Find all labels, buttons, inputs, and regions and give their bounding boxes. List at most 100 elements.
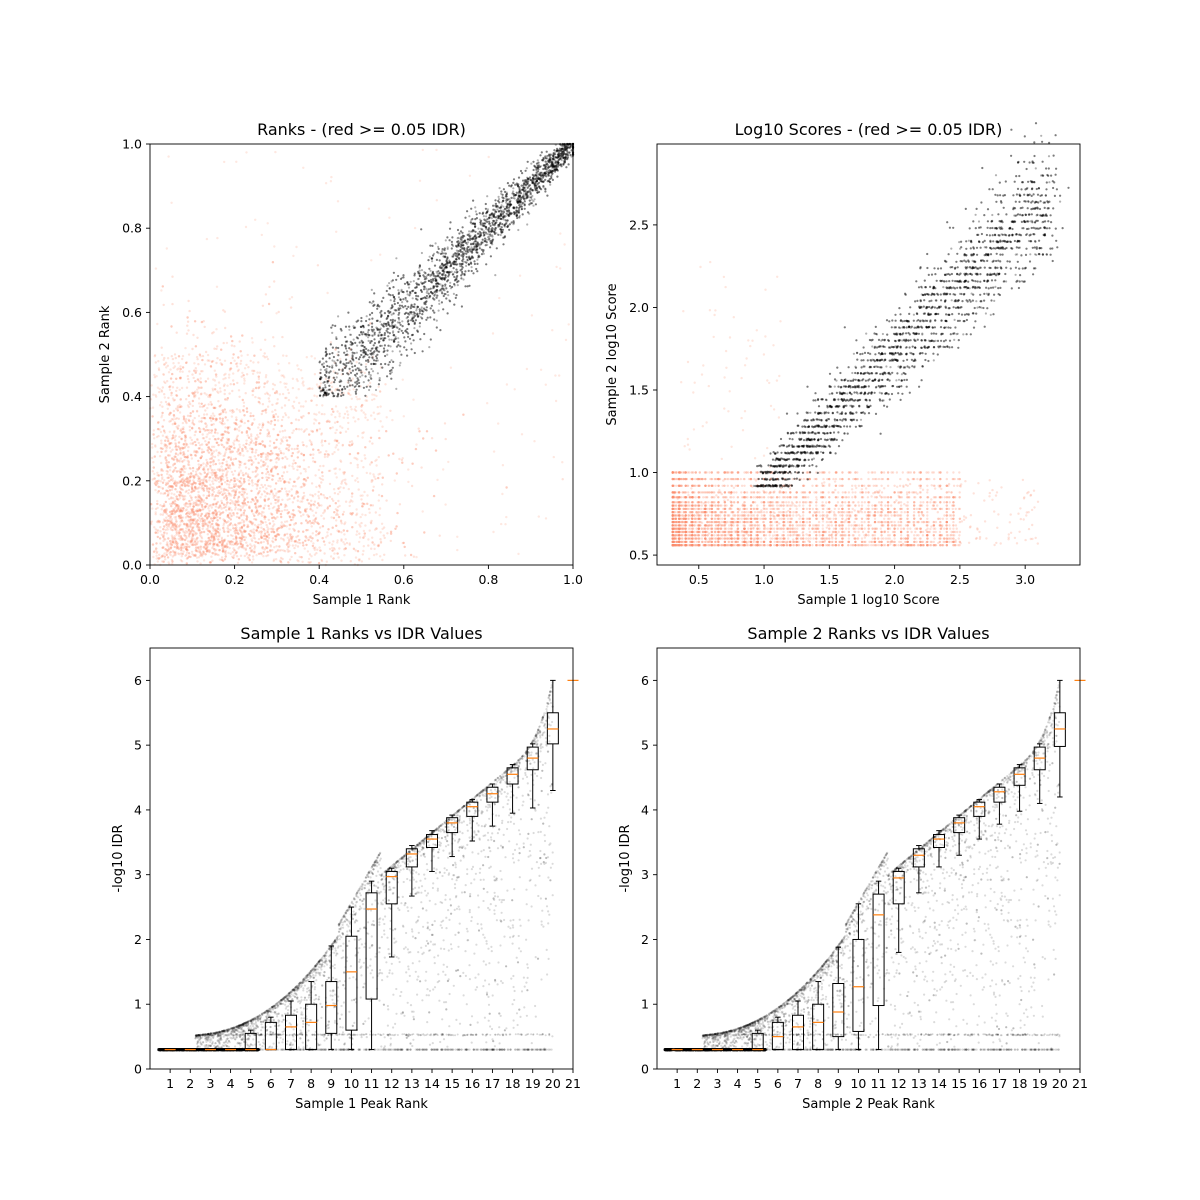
scatter-point [164, 538, 166, 540]
scatter-point [321, 404, 323, 406]
scatter-point [252, 373, 254, 375]
scatter-point [193, 476, 195, 478]
scatter-point [163, 304, 165, 306]
scatter-point [223, 161, 225, 163]
scatter-point [321, 475, 323, 477]
scatter-point [199, 509, 201, 511]
scatter-point [251, 337, 253, 339]
scatter-point [201, 448, 203, 450]
scatter-point [214, 438, 216, 440]
scatter-point [313, 418, 315, 420]
scatter-point [327, 453, 329, 455]
scatter-point [164, 556, 166, 558]
scatter-point [180, 457, 182, 459]
scatter-point [415, 556, 417, 558]
scatter-point [204, 515, 206, 517]
scatter-point [174, 488, 176, 490]
scatter-point [204, 404, 206, 406]
scatter-point [153, 473, 155, 475]
scatter-point [235, 458, 237, 460]
scatter-point [208, 441, 210, 443]
scatter-point [312, 495, 314, 497]
scatter-point [172, 358, 174, 360]
scatter-point [343, 554, 345, 556]
scatter-point [212, 412, 214, 414]
scatter-point [245, 439, 247, 441]
scatter-point [226, 399, 228, 401]
scatter-point [210, 517, 212, 519]
scatter-point [186, 546, 188, 548]
scatter-point [286, 458, 288, 460]
scatter-point [373, 543, 375, 545]
scatter-point [288, 392, 290, 394]
scatter-point [155, 267, 157, 269]
scatter-point [274, 502, 276, 504]
scatter-point [290, 540, 292, 542]
scatter-point [212, 545, 214, 547]
scatter-point [210, 556, 212, 558]
scatter-point [219, 387, 221, 389]
scatter-point [157, 360, 159, 362]
scatter-point [193, 377, 195, 379]
scatter-point [180, 559, 182, 561]
scatter-point [338, 442, 340, 444]
scatter-point [174, 467, 176, 469]
scatter-point [217, 438, 219, 440]
scatter-point [210, 403, 212, 405]
scatter-point [261, 410, 263, 412]
scatter-point [302, 444, 304, 446]
scatter-point [168, 485, 170, 487]
scatter-point [555, 266, 557, 268]
scatter-point [374, 418, 376, 420]
scatter-point [169, 431, 171, 433]
scatter-point [271, 468, 273, 470]
scatter-point [238, 466, 240, 468]
scatter-point [174, 463, 176, 465]
scatter-point [317, 523, 319, 525]
scatter-point [188, 533, 190, 535]
scatter-point [268, 508, 270, 510]
scatter-point [373, 476, 375, 478]
scatter-point [167, 155, 169, 157]
scatter-point [343, 487, 345, 489]
scatter-point [348, 444, 350, 446]
scatter-point [255, 443, 257, 445]
scatter-point [251, 448, 253, 450]
scatter-point [352, 416, 354, 418]
scatter-point [215, 530, 217, 532]
scatter-point [207, 451, 209, 453]
scatter-point [250, 412, 252, 414]
scatter-point [266, 435, 268, 437]
scatter-point [211, 489, 213, 491]
scatter-point [298, 506, 300, 508]
scatter-point [212, 552, 214, 554]
scatter-point [259, 531, 261, 533]
scatter-point [268, 432, 270, 434]
scatter-point [156, 529, 158, 531]
scatter-point [197, 363, 199, 365]
scatter-point [357, 464, 359, 466]
scatter-point [200, 515, 202, 517]
scatter-point [226, 419, 228, 421]
scatter-point [229, 499, 231, 501]
scatter-point [337, 449, 339, 451]
scatter-point [422, 149, 424, 151]
scatter-point [210, 401, 212, 403]
scatter-point [247, 434, 249, 436]
scatter-point [323, 413, 325, 415]
scatter-point [545, 384, 547, 386]
scatter-point [192, 467, 194, 469]
scatter-point [222, 433, 224, 435]
scatter-point [309, 494, 311, 496]
scatter-point [226, 480, 228, 482]
scatter-point [233, 490, 235, 492]
scatter-point [206, 424, 208, 426]
scatter-point [192, 419, 194, 421]
scatter-point [161, 508, 163, 510]
scatter-point [219, 558, 221, 560]
scatter-point [167, 454, 169, 456]
scatter-point [250, 529, 252, 531]
scatter-point [283, 539, 285, 541]
scatter-point [189, 476, 191, 478]
scatter-point [347, 422, 349, 424]
